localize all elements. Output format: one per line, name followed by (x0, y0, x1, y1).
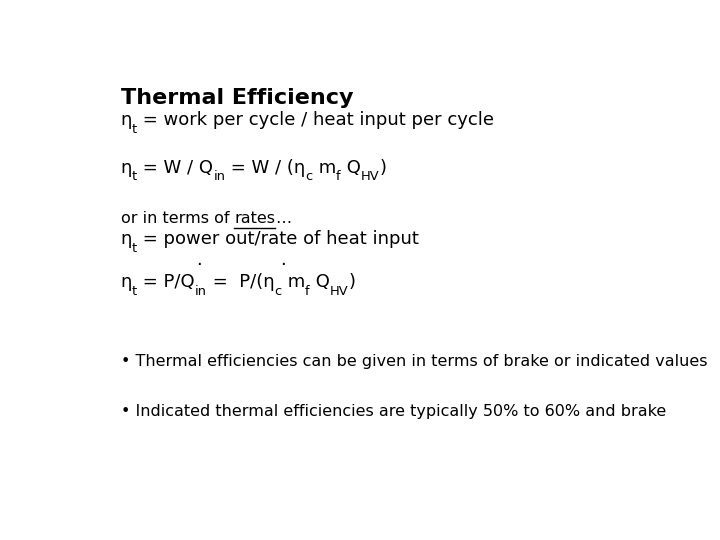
Text: c: c (274, 285, 282, 298)
Text: η: η (121, 159, 132, 177)
Text: η: η (121, 231, 132, 248)
Text: f: f (336, 171, 341, 184)
Text: HV: HV (361, 171, 379, 184)
Text: .: . (279, 252, 285, 269)
Text: t: t (132, 171, 138, 184)
Text: Q: Q (310, 273, 330, 291)
Text: = power out/rate of heat input: = power out/rate of heat input (138, 231, 419, 248)
Text: = W / Q: = W / Q (138, 159, 213, 177)
Text: …: … (275, 211, 292, 226)
Text: = P/Q: = P/Q (138, 273, 195, 291)
Text: m: m (312, 159, 336, 177)
Text: f: f (305, 285, 310, 298)
Text: Thermal Efficiency: Thermal Efficiency (121, 87, 354, 107)
Text: HV: HV (330, 285, 348, 298)
Text: = work per cycle / heat input per cycle: = work per cycle / heat input per cycle (138, 111, 495, 129)
Text: =  P/(η: = P/(η (207, 273, 274, 291)
Text: • Indicated thermal efficiencies are typically 50% to 60% and brake: • Indicated thermal efficiencies are typ… (121, 404, 666, 418)
Text: rates: rates (234, 211, 275, 226)
Text: ): ) (379, 159, 386, 177)
Text: η: η (121, 273, 132, 291)
Text: η: η (121, 111, 132, 129)
Text: • Thermal efficiencies can be given in terms of brake or indicated values: • Thermal efficiencies can be given in t… (121, 354, 707, 369)
Text: Q: Q (341, 159, 361, 177)
Text: c: c (305, 171, 312, 184)
Text: ): ) (348, 273, 355, 291)
Text: = W / (η: = W / (η (225, 159, 305, 177)
Text: .: . (196, 252, 202, 269)
Text: in: in (195, 285, 207, 298)
Text: t: t (132, 285, 138, 298)
Text: or in terms of: or in terms of (121, 211, 234, 226)
Text: t: t (132, 123, 138, 136)
Text: m: m (282, 273, 305, 291)
Text: t: t (132, 242, 138, 255)
Text: in: in (213, 171, 225, 184)
